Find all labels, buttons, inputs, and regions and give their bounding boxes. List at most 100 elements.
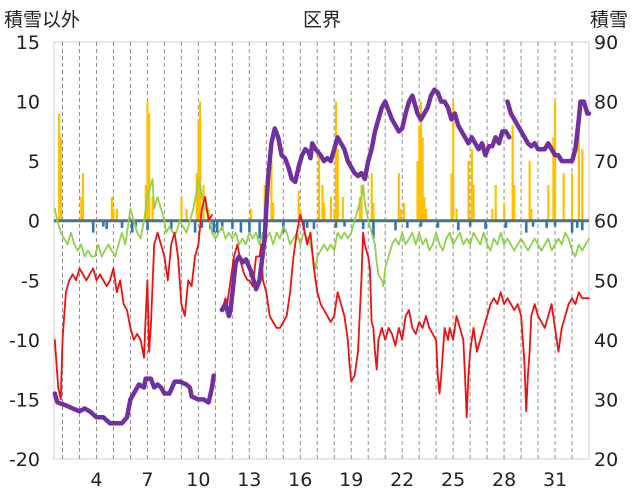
- right-tick-label: 60: [594, 211, 618, 233]
- x-tick-label: 10: [186, 469, 210, 491]
- precip-bar: [358, 196, 361, 221]
- neg-bar: [220, 220, 224, 231]
- precip-bar: [370, 173, 373, 221]
- neg-bar: [545, 220, 548, 228]
- precip-bar: [452, 101, 455, 221]
- neg-bar: [130, 220, 134, 233]
- neg-bar: [575, 220, 579, 228]
- neg-bar: [231, 220, 234, 230]
- precip-bar: [577, 113, 581, 221]
- neg-bar: [212, 220, 216, 233]
- neg-bar: [312, 220, 316, 230]
- x-tick-label: 28: [492, 469, 516, 491]
- precip-bar: [419, 101, 423, 221]
- precip-bar: [333, 208, 336, 221]
- x-tick-label: 7: [141, 469, 153, 491]
- right-tick-label: 90: [594, 32, 618, 54]
- precip-bar: [146, 101, 149, 221]
- right-tick-label: 50: [594, 270, 618, 292]
- temp-min-line: [219, 213, 590, 419]
- plot-area: [53, 41, 590, 460]
- temp-max-line: [53, 178, 590, 288]
- precip-bar: [180, 196, 183, 221]
- precip-bar: [297, 190, 300, 221]
- neg-bar: [484, 220, 487, 230]
- precip-bar: [151, 196, 154, 221]
- right-axis-label: 積雪: [590, 9, 628, 31]
- precip-bar: [470, 149, 474, 221]
- neg-bar: [419, 220, 423, 227]
- precip-bar: [511, 125, 514, 221]
- precip-bar: [323, 202, 326, 221]
- precip-bar: [199, 101, 202, 221]
- snow-depth-line: [505, 99, 592, 164]
- series-lines: [52, 87, 592, 426]
- right-axis-ticks: 90 80 70 60 50 40 30 20: [594, 32, 618, 471]
- precip-bar: [341, 196, 344, 221]
- x-tick-label: 31: [543, 469, 567, 491]
- right-tick-label: 30: [594, 389, 618, 411]
- left-tick-label: 10: [16, 92, 40, 114]
- neg-bar: [394, 220, 397, 231]
- right-tick-label: 40: [594, 330, 618, 352]
- precip-bar: [80, 196, 83, 221]
- precip-bar: [547, 184, 550, 221]
- precip-bar: [421, 137, 424, 221]
- precip-bar: [397, 173, 400, 221]
- neg-bar: [305, 220, 309, 228]
- precip-bar: [491, 208, 494, 221]
- x-tick-label: 4: [90, 469, 102, 491]
- neg-bar: [553, 220, 557, 227]
- neg-bar: [102, 220, 105, 227]
- temp-min-line: [53, 195, 213, 401]
- precip-bar: [270, 161, 273, 221]
- neg-bar: [581, 220, 584, 231]
- precip-bar: [110, 196, 113, 221]
- precip-bar: [185, 208, 188, 221]
- x-tick-label: 25: [441, 469, 465, 491]
- right-tick-label: 70: [594, 151, 618, 173]
- snow-depth-line: [52, 373, 216, 426]
- precip-bar: [59, 137, 62, 221]
- left-tick-label: -10: [9, 330, 40, 352]
- neg-bar: [258, 220, 261, 239]
- negative-bars: [91, 220, 584, 239]
- left-tick-label: 15: [16, 32, 40, 54]
- precip-bar: [250, 208, 253, 221]
- precip-bar: [334, 101, 338, 221]
- neg-bar: [372, 220, 375, 239]
- precip-bar: [416, 161, 419, 221]
- left-tick-label: 0: [28, 211, 40, 233]
- left-tick-label: -20: [9, 449, 40, 471]
- precip-bar: [513, 184, 516, 221]
- precip-bar: [115, 208, 119, 221]
- neg-bar: [406, 220, 409, 228]
- snow-depth-line: [219, 87, 512, 319]
- x-tick-label: 13: [237, 469, 261, 491]
- neg-bar: [239, 220, 243, 233]
- left-tick-label: -5: [21, 270, 40, 292]
- neg-bar: [200, 220, 204, 228]
- precip-bar: [195, 173, 198, 221]
- neg-bar: [146, 220, 149, 231]
- left-axis-ticks: 15 10 5 0 -5 -10 -15 -20: [9, 32, 40, 471]
- x-tick-label: 19: [339, 469, 363, 491]
- precip-bar: [554, 101, 557, 221]
- precip-bar: [467, 161, 470, 221]
- neg-bar: [248, 220, 251, 233]
- precip-bar: [423, 196, 426, 221]
- precip-bar: [321, 184, 324, 221]
- precip-bar: [418, 125, 421, 221]
- neg-bar: [215, 220, 219, 233]
- precip-bar: [148, 113, 151, 221]
- precip-bar: [528, 161, 531, 221]
- precip-bar: [530, 208, 533, 221]
- neg-bar: [120, 220, 124, 228]
- neg-bar: [193, 220, 197, 233]
- chart-title: 区界: [303, 9, 341, 31]
- neg-bar: [531, 220, 535, 227]
- left-tick-label: -15: [9, 389, 40, 411]
- precip-bar: [372, 202, 375, 221]
- neg-bar: [436, 220, 440, 228]
